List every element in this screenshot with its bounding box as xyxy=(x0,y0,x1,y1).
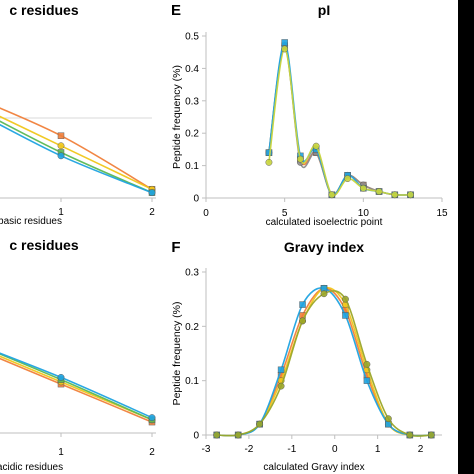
data-point-olive xyxy=(320,290,328,298)
data-point-blue xyxy=(363,377,371,384)
series-line-gold xyxy=(216,286,432,437)
x-tick-label: -2 xyxy=(244,444,253,455)
x-tick-label: 10 xyxy=(358,208,370,219)
data-point-lime xyxy=(265,158,273,166)
data-point-lime xyxy=(375,188,383,195)
x-tick-label: 0 xyxy=(332,444,338,455)
data-point-blue xyxy=(148,414,156,422)
chart-title: c residues xyxy=(9,237,78,253)
data-point-olive xyxy=(342,295,349,303)
x-axis-label: basic residues xyxy=(0,216,62,227)
data-point-blue xyxy=(299,301,306,308)
data-point-blue xyxy=(277,366,285,374)
series-line-orange xyxy=(0,107,153,190)
x-tick-label: 1 xyxy=(375,444,381,455)
x-tick-label: 1 xyxy=(58,447,64,458)
y-tick-label: 0.5 xyxy=(185,32,199,43)
x-axis-label: calculated isoelectric point xyxy=(266,217,383,228)
data-point-gold xyxy=(57,142,65,150)
y-tick-label: 0.4 xyxy=(185,64,199,75)
y-tick-label: 0.3 xyxy=(185,96,199,107)
data-point-lime xyxy=(296,155,304,163)
plots-layer: c residues 1 2 basic residues c residues 1 2 ac… xyxy=(0,2,448,473)
chart-title: c residues xyxy=(9,2,78,18)
data-point-blue xyxy=(148,189,156,197)
data-point-lime xyxy=(407,191,414,199)
data-point-olive xyxy=(213,431,221,439)
x-axis-label: acidic residues xyxy=(0,462,63,473)
x-axis-label: calculated Gravy index xyxy=(263,462,364,473)
series-line-gold xyxy=(0,355,153,421)
series-line-lime xyxy=(268,48,411,197)
y-axis-label: Peptide frequency (%) xyxy=(171,65,183,169)
panel-letter: F xyxy=(171,239,180,256)
data-point-lime xyxy=(344,175,352,183)
x-tick-label: 2 xyxy=(149,447,155,458)
y-tick-label: 0.1 xyxy=(185,161,199,172)
y-axis-label: Peptide frequency (%) xyxy=(171,302,183,406)
y-tick-label: 0 xyxy=(193,431,199,442)
data-point-olive xyxy=(427,431,435,439)
data-point-lime xyxy=(281,45,289,53)
data-point-olive xyxy=(363,360,371,368)
chart-F: Gravy index F 0 0.1 0.2 0.3 -3 -2 -1 0 1 2 calculate… xyxy=(171,239,442,473)
side-axis-label: cumulative # of unique sites xyxy=(458,141,474,329)
data-point-olive xyxy=(234,431,242,439)
x-tick-label: 1 xyxy=(58,207,64,218)
x-tick-label: 5 xyxy=(282,208,288,219)
right-label-band xyxy=(458,0,474,474)
chart-left-top: c residues 1 2 basic residues xyxy=(0,2,156,227)
data-point-olive xyxy=(256,420,264,428)
x-tick-label: 2 xyxy=(418,444,424,455)
series-line-blue xyxy=(0,123,153,194)
data-point-olive xyxy=(299,317,306,325)
chart-left-bottom: c residues 1 2 acidic residues xyxy=(0,237,156,473)
data-point-olive xyxy=(277,382,285,390)
data-point-orange xyxy=(57,132,65,139)
x-tick-label: -3 xyxy=(202,444,211,455)
data-point-olive xyxy=(384,415,392,423)
data-point-lime xyxy=(359,184,367,192)
series-line-blue xyxy=(0,352,153,419)
data-point-lime xyxy=(391,191,399,199)
y-tick-label: 0.2 xyxy=(185,129,199,140)
data-point-blue xyxy=(342,312,349,319)
x-tick-label: 0 xyxy=(203,208,209,219)
y-tick-label: 0 xyxy=(193,194,199,205)
right-label-background xyxy=(446,0,458,474)
data-point-lime xyxy=(312,142,320,150)
series-line-blue xyxy=(268,41,411,196)
chart-title: Gravy index xyxy=(284,239,364,255)
y-tick-label: 0.3 xyxy=(185,268,199,279)
chart-title: pI xyxy=(318,2,330,18)
series-line-blue xyxy=(216,287,432,437)
x-tick-label: -1 xyxy=(287,444,296,455)
x-tick-label: 15 xyxy=(436,208,448,219)
panel-letter: E xyxy=(171,2,181,19)
series-line-orange xyxy=(216,287,432,437)
y-tick-label: 0.2 xyxy=(185,322,199,333)
data-point-blue xyxy=(57,152,65,160)
data-point-blue xyxy=(281,39,288,46)
y-tick-label: 0.1 xyxy=(185,376,199,387)
chart-E: pI E 0 0.1 0.2 0.3 0.4 0.5 0 5 10 15 calculated isoe… xyxy=(171,2,448,228)
data-point-blue xyxy=(57,373,65,381)
data-point-lime xyxy=(328,191,336,199)
x-tick-label: 2 xyxy=(149,207,155,218)
series-line-olive xyxy=(216,290,432,437)
data-point-olive xyxy=(406,431,414,439)
